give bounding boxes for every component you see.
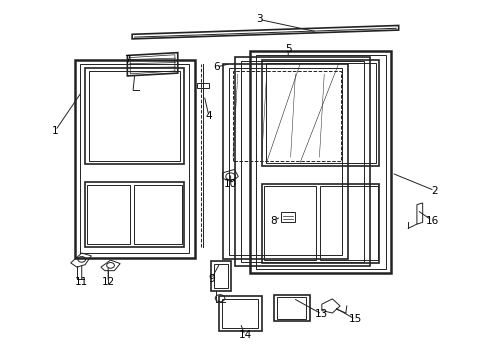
Text: 16: 16: [426, 216, 439, 226]
Text: 13: 13: [315, 309, 328, 319]
Text: 7: 7: [124, 55, 131, 65]
Text: 11: 11: [75, 277, 88, 287]
Text: 4: 4: [206, 112, 212, 121]
Text: 3: 3: [256, 14, 263, 24]
Text: 5: 5: [285, 45, 292, 54]
Text: 15: 15: [349, 314, 362, 324]
Text: 8: 8: [270, 216, 277, 226]
Text: 10: 10: [224, 179, 237, 189]
Text: 12: 12: [101, 277, 115, 287]
Text: 9: 9: [208, 274, 215, 284]
Text: 14: 14: [238, 330, 252, 340]
Text: 1: 1: [52, 126, 59, 136]
Text: 2: 2: [431, 186, 438, 195]
Text: 6: 6: [213, 62, 220, 72]
